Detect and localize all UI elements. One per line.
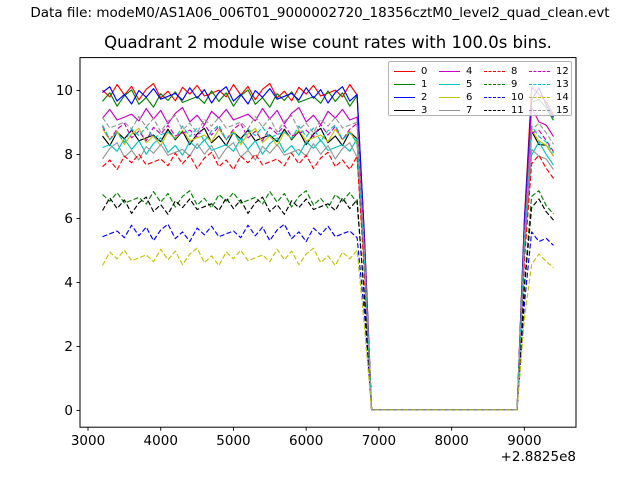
svg-text:10: 10 bbox=[56, 83, 73, 99]
legend-item-label: 4 bbox=[466, 65, 473, 77]
svg-text:5000: 5000 bbox=[216, 433, 250, 449]
series-line-12 bbox=[101, 122, 554, 411]
legend-item-label: 2 bbox=[421, 91, 428, 103]
legend-line-sample bbox=[394, 83, 415, 85]
legend-item-label: 9 bbox=[511, 78, 518, 90]
svg-text:3000: 3000 bbox=[71, 433, 105, 449]
legend-line-sample bbox=[394, 110, 415, 112]
legend-line-sample bbox=[484, 83, 505, 85]
svg-text:8000: 8000 bbox=[434, 433, 468, 449]
legend-line-sample bbox=[529, 83, 550, 85]
legend-line-sample bbox=[394, 70, 415, 72]
series-line-8 bbox=[102, 151, 554, 411]
series-line-3 bbox=[102, 127, 554, 411]
legend-line-sample bbox=[439, 70, 460, 72]
series-line-7 bbox=[102, 142, 554, 411]
svg-text:4: 4 bbox=[64, 275, 73, 291]
legend-item-label: 15 bbox=[556, 105, 569, 117]
legend-item-label: 0 bbox=[421, 65, 428, 77]
series-line-1 bbox=[102, 89, 554, 411]
legend-line-sample bbox=[529, 110, 550, 112]
legend-item-label: 14 bbox=[556, 91, 569, 103]
y-tick-labels: 0 2 4 6 8 10 bbox=[56, 83, 73, 419]
legend-item-label: 12 bbox=[556, 65, 569, 77]
legend: 0 1 2 3 4 5 6 7 8 9 10 11 12 13 14 15 bbox=[388, 61, 572, 116]
x-axis-offset-text: +2.8825e8 bbox=[500, 449, 576, 465]
series-line-15 bbox=[102, 114, 554, 411]
series-line-5 bbox=[102, 137, 554, 411]
legend-item-label: 7 bbox=[466, 105, 473, 117]
legend-item-label: 1 bbox=[421, 78, 428, 90]
svg-text:6000: 6000 bbox=[289, 433, 323, 449]
legend-line-sample bbox=[439, 83, 460, 85]
legend-line-sample bbox=[529, 70, 550, 72]
legend-line-sample bbox=[439, 96, 460, 98]
svg-text:6: 6 bbox=[64, 211, 73, 227]
legend-item-label: 6 bbox=[466, 91, 473, 103]
legend-line-sample bbox=[529, 96, 550, 98]
datafile-text: Data file: modeM0/AS1A06_006T01_90000027… bbox=[30, 5, 610, 21]
legend-item-label: 10 bbox=[511, 91, 524, 103]
series-line-9 bbox=[102, 190, 554, 411]
x-tick-labels: 3000 4000 5000 6000 7000 8000 9000 bbox=[71, 433, 542, 449]
chart-title: Quadrant 2 module wise count rates with … bbox=[104, 33, 552, 52]
series-line-14 bbox=[101, 247, 554, 411]
legend-line-sample bbox=[484, 110, 505, 112]
legend-line-sample bbox=[484, 70, 505, 72]
svg-text:7000: 7000 bbox=[362, 433, 396, 449]
legend-item-label: 13 bbox=[556, 78, 569, 90]
svg-text:0: 0 bbox=[64, 403, 73, 419]
legend-line-sample bbox=[394, 96, 415, 98]
svg-text:8: 8 bbox=[64, 147, 73, 163]
axis-tick-marks bbox=[76, 90, 525, 431]
series-line-6 bbox=[102, 127, 554, 411]
legend-item-label: 11 bbox=[511, 105, 524, 117]
svg-text:2: 2 bbox=[64, 339, 73, 355]
legend-item-label: 8 bbox=[511, 65, 518, 77]
series-line-10 bbox=[102, 223, 554, 411]
series-line-13 bbox=[101, 124, 554, 411]
legend-item-label: 3 bbox=[421, 105, 428, 117]
axes-frame bbox=[79, 57, 577, 428]
legend-item-label: 5 bbox=[466, 78, 473, 90]
svg-text:9000: 9000 bbox=[507, 433, 541, 449]
series-lines bbox=[101, 82, 554, 411]
legend-line-sample bbox=[484, 96, 505, 98]
svg-text:4000: 4000 bbox=[144, 433, 178, 449]
legend-line-sample bbox=[439, 110, 460, 112]
